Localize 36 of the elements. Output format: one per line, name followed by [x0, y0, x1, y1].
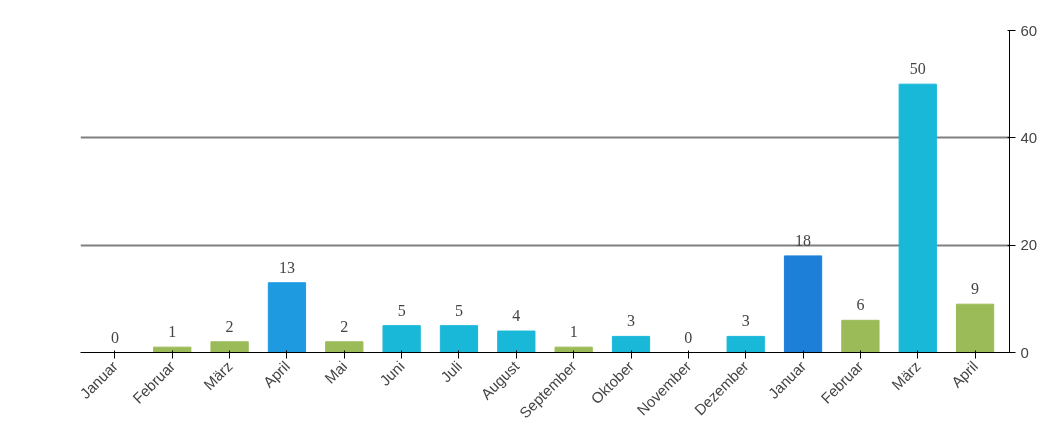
- y-tick-label: 20: [1020, 236, 1038, 254]
- y-tick-label: 40: [1020, 128, 1038, 146]
- data-label: 2: [225, 317, 234, 335]
- data-label: 50: [909, 60, 926, 78]
- data-label: 5: [397, 301, 406, 319]
- data-label: 9: [971, 280, 980, 298]
- bar: [898, 83, 937, 353]
- bar: [841, 319, 880, 353]
- data-label: 18: [795, 231, 812, 249]
- data-label: 0: [110, 328, 119, 346]
- x-tick-label: Juli: [437, 357, 465, 386]
- data-label: 3: [741, 312, 750, 330]
- data-label: 2: [340, 317, 349, 335]
- bar: [382, 325, 421, 353]
- data-label: 1: [168, 323, 177, 341]
- bar: [497, 330, 536, 353]
- x-tick-label: Mai: [321, 357, 351, 387]
- bar: [783, 255, 823, 353]
- bar: [325, 341, 364, 353]
- bar: [210, 341, 249, 353]
- bar: [439, 325, 479, 353]
- bar: [726, 335, 765, 353]
- bar: [955, 303, 995, 353]
- data-label: 13: [278, 258, 295, 276]
- bar: [611, 335, 651, 353]
- data-label: 0: [684, 328, 693, 346]
- data-label: 1: [569, 323, 578, 341]
- bar: [267, 282, 307, 353]
- bar: [554, 346, 593, 353]
- data-label: 3: [627, 312, 636, 330]
- y-tick-label: 0: [1020, 343, 1029, 361]
- bar: [153, 346, 192, 353]
- y-tick-label: 60: [1020, 21, 1038, 39]
- data-label: 4: [512, 307, 521, 325]
- data-label: 6: [856, 296, 865, 314]
- data-label: 5: [454, 301, 463, 319]
